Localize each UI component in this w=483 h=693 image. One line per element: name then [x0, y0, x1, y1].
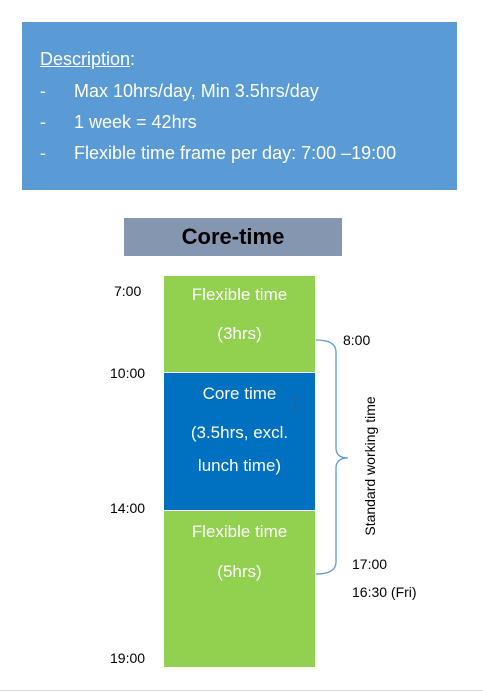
flexible-time-afternoon-block: Flexible time (5hrs)	[164, 511, 315, 667]
bullet-dash: -	[40, 143, 46, 163]
bullet-dash: -	[40, 81, 46, 101]
description-title: Description:	[40, 49, 136, 69]
text-cursor-icon: ⌶	[291, 396, 300, 412]
standard-end-friday-label: 16:30 (Fri)	[352, 584, 417, 600]
description-item: - Max 10hrs/day, Min 3.5hrs/day	[40, 80, 457, 111]
divider	[0, 690, 483, 691]
description-item-text: 1 week = 42hrs	[74, 112, 197, 132]
description-item-text: Max 10hrs/day, Min 3.5hrs/day	[74, 81, 319, 101]
block-name: Flexible time	[191, 522, 288, 541]
block-duration: (3hrs)	[217, 324, 262, 343]
core-time-block: Core time (3.5hrs, excl. lunch time)	[164, 373, 315, 510]
description-item: - Flexible time frame per day: 7:00 –19:…	[40, 142, 457, 173]
bullet-dash: -	[40, 112, 46, 132]
standard-end-label: 17:00	[352, 556, 388, 572]
standard-start-label: 8:00	[343, 332, 371, 348]
flexible-time-morning-block: Flexible time (3hrs)	[164, 276, 315, 372]
description-item: - 1 week = 42hrs	[40, 111, 457, 142]
description-item-text: Flexible time frame per day: 7:00 –19:00	[74, 143, 397, 163]
time-label-end: 19:00	[110, 650, 146, 666]
block-name: Flexible time	[191, 285, 288, 304]
block-name: Core time	[202, 384, 277, 403]
time-label-core-end: 14:00	[110, 500, 146, 516]
block-duration-cont: lunch time)	[197, 456, 282, 475]
block-duration: (3.5hrs, excl.	[190, 423, 289, 442]
standard-working-time-label: Standard working time	[362, 396, 378, 536]
time-label-start: 7:00	[114, 283, 142, 299]
description-box: Description: - Max 10hrs/day, Min 3.5hrs…	[22, 22, 457, 190]
core-time-header: Core-time	[124, 218, 342, 256]
time-label-core-start: 10:00	[110, 365, 146, 381]
block-duration: (5hrs)	[217, 562, 262, 581]
description-list: - Max 10hrs/day, Min 3.5hrs/day - 1 week…	[40, 80, 457, 173]
